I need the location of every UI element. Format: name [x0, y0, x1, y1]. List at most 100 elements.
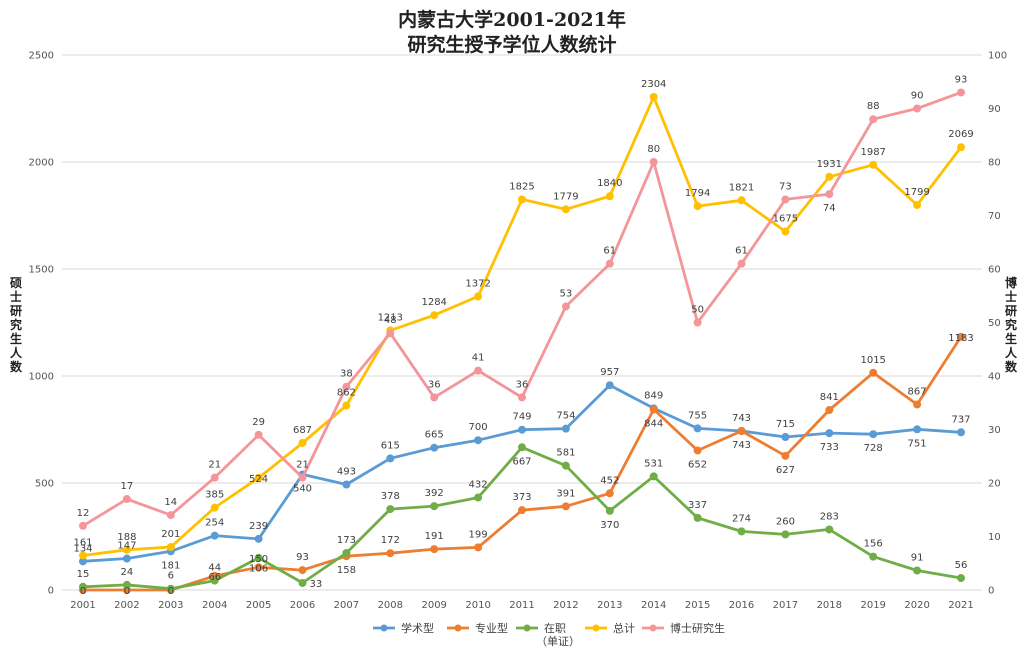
data-label: 728 — [864, 443, 883, 454]
data-label: 378 — [381, 491, 400, 502]
data-label: 156 — [864, 539, 883, 550]
data-label: 531 — [644, 458, 663, 469]
data-point — [518, 393, 526, 402]
x-tick-label: 2005 — [246, 600, 271, 611]
data-point — [298, 473, 307, 482]
data-label: 0 — [168, 586, 174, 597]
data-point — [781, 451, 790, 460]
left-axis-title-char: 人 — [10, 345, 23, 360]
right-tick-label: 30 — [988, 425, 1001, 436]
data-label: 24 — [121, 567, 134, 578]
data-label: 1183 — [948, 333, 973, 344]
x-tick-label: 2003 — [158, 600, 183, 611]
data-point — [825, 172, 834, 181]
data-point — [869, 552, 878, 561]
right-tick-label: 100 — [988, 51, 1007, 62]
data-label: 337 — [688, 500, 707, 511]
data-label: 867 — [908, 386, 927, 397]
data-point — [474, 493, 483, 502]
data-point — [913, 566, 922, 575]
data-point — [781, 227, 790, 236]
legend-marker — [592, 624, 600, 632]
data-point — [825, 190, 834, 199]
data-point — [474, 366, 483, 375]
data-label: 161 — [73, 538, 92, 549]
data-label: 493 — [337, 466, 356, 477]
left-tick-label: 0 — [48, 586, 54, 597]
data-point — [825, 406, 834, 415]
data-label: 755 — [688, 410, 707, 421]
data-label: 385 — [205, 490, 224, 501]
x-tick-label: 2006 — [290, 600, 315, 611]
data-label: 1213 — [378, 312, 403, 323]
right-axis-title-char: 博 — [1005, 275, 1017, 290]
data-point — [649, 92, 658, 101]
data-label: 667 — [512, 456, 531, 467]
data-point — [825, 429, 834, 438]
data-point — [957, 88, 965, 97]
data-label: 181 — [161, 560, 180, 571]
data-label: 665 — [425, 430, 444, 441]
data-label: 239 — [249, 521, 268, 532]
data-label: 199 — [469, 529, 488, 540]
data-label: 615 — [381, 440, 400, 451]
data-point — [518, 443, 526, 452]
x-tick-label: 2012 — [553, 600, 578, 611]
data-label: 44 — [208, 563, 221, 574]
data-label: 274 — [732, 513, 751, 524]
data-point — [869, 368, 878, 377]
data-label: 862 — [337, 388, 356, 399]
x-tick-label: 2020 — [904, 600, 929, 611]
data-label: 841 — [820, 392, 839, 403]
data-point — [561, 302, 570, 311]
data-point — [737, 259, 746, 268]
data-label: 849 — [644, 390, 663, 401]
right-tick-label: 0 — [988, 586, 994, 597]
right-tick-label: 40 — [988, 372, 1001, 383]
x-tick-label: 2021 — [948, 600, 973, 611]
data-label: 91 — [911, 553, 924, 564]
data-point — [605, 489, 614, 498]
data-label: 50 — [691, 305, 704, 316]
left-tick-label: 2000 — [29, 158, 54, 169]
data-point — [210, 503, 219, 512]
left-axis-ticks: 0 500 1000 1500 2000 2500 — [29, 51, 54, 597]
data-point — [254, 553, 263, 562]
data-label: 191 — [425, 531, 444, 542]
data-point — [386, 505, 395, 514]
data-label: 254 — [205, 518, 224, 529]
data-point — [474, 436, 483, 445]
right-tick-label: 50 — [988, 318, 1001, 329]
right-axis-title-char: 数 — [1005, 359, 1018, 374]
x-tick-label: 2004 — [202, 600, 227, 611]
data-label: 751 — [908, 438, 927, 449]
data-label: 61 — [603, 246, 616, 257]
data-label: 1675 — [773, 214, 798, 225]
x-tick-label: 2015 — [685, 600, 710, 611]
data-point — [518, 425, 526, 434]
data-label: 652 — [688, 459, 707, 470]
chart-title-line2: 研究生授予学位人数统计 — [407, 33, 616, 56]
left-axis-title-char: 研 — [10, 304, 22, 318]
data-point — [430, 393, 439, 402]
data-label: 0 — [80, 586, 86, 597]
data-point — [430, 545, 439, 554]
data-label: 14 — [164, 497, 177, 508]
legend-marker — [523, 624, 531, 632]
x-tick-label: 2016 — [729, 600, 754, 611]
data-label: 283 — [820, 511, 839, 522]
left-tick-label: 2500 — [29, 51, 54, 62]
data-label: 524 — [249, 474, 268, 485]
data-point — [430, 443, 439, 452]
data-point — [166, 511, 175, 520]
data-label: 392 — [425, 488, 444, 499]
left-axis-title-char: 数 — [10, 359, 23, 374]
data-label: 743 — [732, 440, 751, 451]
data-label: 12 — [77, 508, 90, 519]
data-point — [693, 513, 702, 522]
data-point — [957, 428, 965, 437]
data-label: 373 — [512, 492, 531, 503]
data-point — [561, 461, 570, 470]
data-point — [79, 557, 87, 566]
left-tick-label: 1000 — [29, 372, 54, 383]
